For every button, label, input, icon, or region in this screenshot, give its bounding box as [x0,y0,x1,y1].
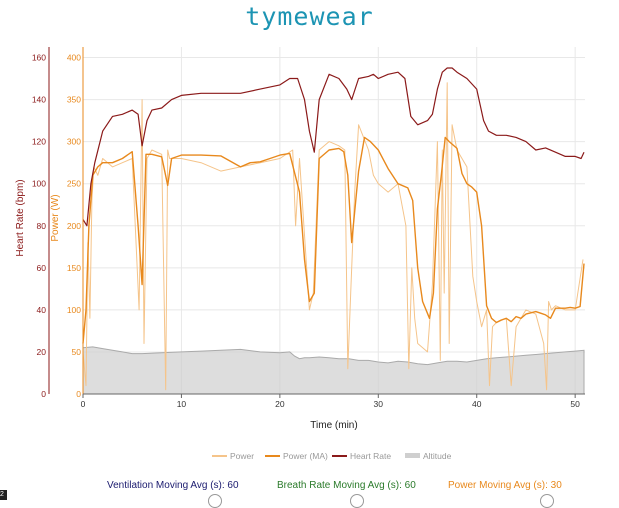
hr-tick-label: 140 [32,95,46,105]
legend-item-power[interactable]: Power [212,451,254,461]
hr-tick-label: 40 [37,305,47,315]
hr-tick-label: 160 [32,53,46,63]
x-tick-label: 10 [177,399,187,409]
ventilation-moving-avg-label: Ventilation Moving Avg (s): 60 [107,480,239,491]
grid [82,47,585,395]
axes [48,47,585,398]
power-tick-label: 0 [76,389,81,399]
ventilation-slider-handle[interactable] [208,494,222,508]
tick-labels: 0204060801001201401600501001502002503003… [32,53,580,409]
breath-rate-moving-avg-label: Breath Rate Moving Avg (s): 60 [277,480,416,491]
power-tick-label: 50 [72,347,82,357]
legend: Power Power (MA) Heart Rate Altitude [212,451,452,461]
power-slider-handle[interactable] [540,494,554,508]
power-tick-label: 250 [67,179,81,189]
power-tick-label: 300 [67,137,81,147]
legend-label: Heart Rate [350,451,391,461]
power-tick-label: 350 [67,95,81,105]
legend-item-heart-rate[interactable]: Heart Rate [332,451,391,461]
series-heart-rate-line [82,67,585,227]
power-tick-label: 200 [67,221,81,231]
power-tick-label: 400 [67,53,81,63]
legend-swatch [405,453,420,458]
x-tick-label: 50 [570,399,580,409]
power-tick-label: 100 [67,305,81,315]
breath-rate-slider-handle[interactable] [350,494,364,508]
legend-label: Power (MA) [283,451,328,461]
x-axis-label: Time (min) [310,420,357,431]
legend-item-altitude[interactable]: Altitude [405,451,452,461]
x-tick-label: 0 [81,399,86,409]
x-tick-label: 20 [275,399,285,409]
series-power-ma-line [82,136,585,344]
hr-tick-label: 0 [41,389,46,399]
hr-tick-label: 20 [37,347,47,357]
legend-label: Power [230,451,254,461]
hr-tick-label: 100 [32,179,46,189]
legend-label: Altitude [423,451,452,461]
power-moving-avg-label: Power Moving Avg (s): 30 [448,480,562,491]
x-tick-label: 30 [374,399,384,409]
legend-item-power-ma[interactable]: Power (MA) [265,451,328,461]
x-tick-label: 40 [472,399,482,409]
hr-tick-label: 60 [37,263,47,273]
hr-tick-label: 120 [32,137,46,147]
hr-axis-label: Heart Rate (bpm) [15,179,26,256]
line-layer [82,67,585,391]
power-tick-label: 150 [67,263,81,273]
series-power-line [82,82,584,391]
corner-badge: 2 [0,490,7,500]
hr-tick-label: 80 [37,221,47,231]
power-axis-label: Power (W) [50,194,61,241]
app-logo: tymewear [245,2,374,31]
